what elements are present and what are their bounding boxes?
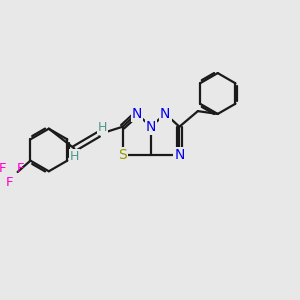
Text: N: N bbox=[132, 107, 142, 121]
Text: H: H bbox=[70, 150, 79, 163]
Text: F: F bbox=[5, 176, 13, 189]
Text: N: N bbox=[174, 148, 184, 162]
Text: F: F bbox=[0, 162, 6, 175]
Text: N: N bbox=[146, 120, 156, 134]
Text: H: H bbox=[98, 121, 107, 134]
Text: N: N bbox=[160, 107, 170, 121]
Text: F: F bbox=[17, 162, 24, 175]
Text: S: S bbox=[118, 148, 127, 162]
